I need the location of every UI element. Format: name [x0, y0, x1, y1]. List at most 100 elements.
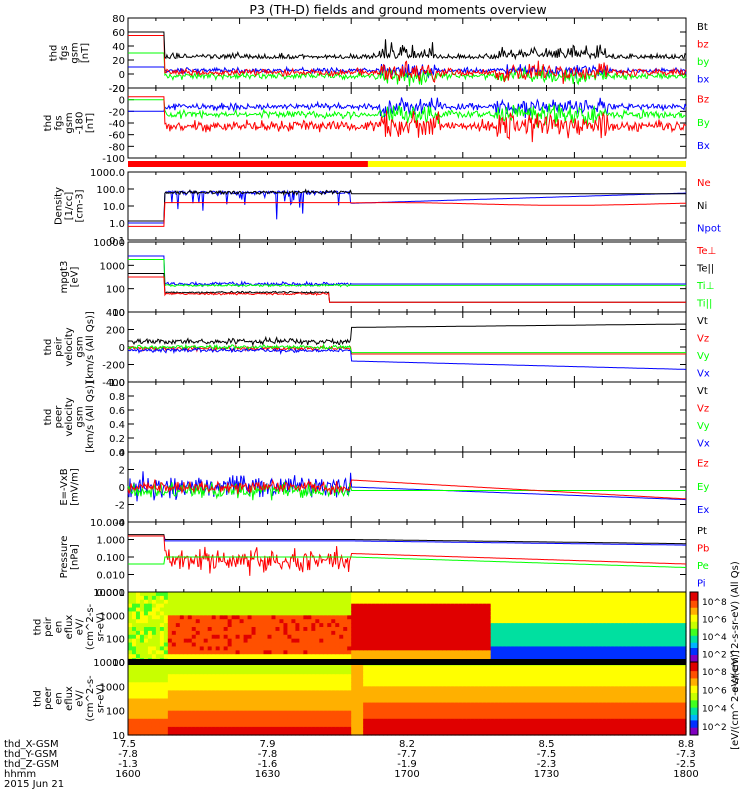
spectrogram-cell	[646, 635, 651, 639]
spectrogram-cell	[363, 703, 368, 708]
spectrogram-cell	[315, 596, 320, 600]
spectrogram-cell	[343, 703, 348, 708]
spectrogram-cell	[515, 596, 520, 600]
spectrogram-cell	[323, 650, 328, 654]
spectrogram-cell	[295, 694, 300, 699]
spectrogram-cell	[463, 686, 468, 691]
spectrogram-cell	[359, 639, 364, 643]
spectrogram-cell	[467, 631, 472, 635]
spectrogram-cell	[307, 719, 312, 724]
spectrogram-cell	[363, 682, 368, 687]
spectrogram-cell	[351, 650, 356, 654]
spectrogram-cell	[323, 635, 328, 639]
spectrogram-cell	[351, 611, 356, 615]
spectrogram-cell	[156, 592, 161, 596]
spectrogram-cell	[339, 650, 344, 654]
spectrogram-cell	[487, 619, 492, 623]
spectrogram-cell	[327, 723, 332, 728]
spectrogram-cell	[566, 635, 571, 639]
spectrogram-cell	[666, 611, 671, 615]
spectrogram-cell	[335, 611, 340, 615]
spectrogram-cell	[535, 611, 540, 615]
spectrogram-cell	[232, 654, 237, 658]
spectrogram-cell	[395, 707, 400, 712]
spectrogram-cell	[379, 608, 384, 612]
spectrogram-cell	[232, 719, 237, 724]
spectrogram-cell	[248, 723, 253, 728]
spectrogram-cell	[519, 608, 524, 612]
spectrogram-cell	[144, 682, 149, 687]
spectrogram-cell	[327, 719, 332, 724]
spectrogram-cell	[351, 615, 356, 619]
spectrogram-cell	[582, 650, 587, 654]
spectrogram-cell	[363, 727, 368, 732]
spectrogram-cell	[152, 627, 157, 631]
spectrogram-cell	[431, 666, 436, 671]
spectrogram-cell	[156, 631, 161, 635]
spectrogram-cell	[387, 674, 392, 679]
spectrogram-cell	[240, 611, 245, 615]
panel-density: 1000.0100.010.01.00.1Density[1/cc][cm-3]…	[54, 168, 721, 247]
spectrogram-cell	[359, 723, 364, 728]
spectrogram-cell	[299, 631, 304, 635]
y-axis-label: sr-eV)	[96, 612, 107, 641]
spectrogram-cell	[634, 608, 639, 612]
spectrogram-cell	[419, 727, 424, 732]
spectrogram-cell	[339, 690, 344, 695]
spectrogram-cell	[471, 674, 476, 679]
spectrogram-cell	[331, 654, 336, 658]
spectrogram-cell	[148, 619, 153, 623]
spectrogram-cell	[479, 600, 484, 604]
spectrogram-cell	[188, 666, 193, 671]
spectrogram-cell	[539, 631, 544, 635]
spectrogram-cell	[351, 631, 356, 635]
spectrogram-cell	[574, 592, 579, 596]
spectrogram-cell	[196, 650, 201, 654]
spectrogram-cell	[547, 600, 552, 604]
spectrogram-cell	[375, 678, 380, 683]
spectrogram-cell	[387, 699, 392, 704]
spectrogram-cell	[383, 619, 388, 623]
spectrogram-cell	[291, 592, 296, 596]
spectrogram-cell	[391, 674, 396, 679]
spectrogram-cell	[471, 600, 476, 604]
spectrogram-cell	[132, 646, 137, 650]
spectrogram-cell	[224, 666, 229, 671]
spectrogram-cell	[256, 611, 261, 615]
spectrogram-cell	[216, 674, 221, 679]
spectrogram-cell	[375, 707, 380, 712]
spectrogram-cell	[407, 654, 412, 658]
spectrogram-cell	[606, 604, 611, 608]
spectrogram-cell	[295, 699, 300, 704]
spectrogram-cell	[204, 615, 209, 619]
spectrogram-cell	[319, 639, 324, 643]
spectrogram-cell	[618, 596, 623, 600]
spectrogram-cell	[140, 654, 145, 658]
spectrogram-cell	[415, 619, 420, 623]
spectrogram-cell	[232, 678, 237, 683]
spectrogram-cell	[511, 631, 516, 635]
spectrogram-cell	[483, 615, 488, 619]
spectrogram-cell	[646, 596, 651, 600]
spectrogram-cell	[455, 703, 460, 708]
spectrogram-cell	[379, 682, 384, 687]
spectrogram-cell	[224, 604, 229, 608]
spectrogram-cell	[260, 600, 265, 604]
spectrogram-cell	[642, 615, 647, 619]
spectrogram-cell	[268, 686, 273, 691]
spectrogram-cell	[431, 604, 436, 608]
spectrogram-cell	[204, 627, 209, 631]
spectrogram-cell	[347, 623, 352, 627]
spectrogram-cell	[379, 674, 384, 679]
spectrogram-cell	[228, 707, 233, 712]
spectrogram-cell	[176, 623, 181, 627]
spectrogram-cell	[375, 627, 380, 631]
spectrogram-cell	[375, 596, 380, 600]
spectrogram-cell	[299, 627, 304, 631]
spectrogram-cell	[287, 631, 292, 635]
spectrogram-cell	[307, 623, 312, 627]
spectrogram-cell	[483, 715, 488, 720]
spectrogram-cell	[355, 654, 360, 658]
spectrogram-cell	[371, 719, 376, 724]
legend-Vx: Vx	[697, 368, 710, 379]
